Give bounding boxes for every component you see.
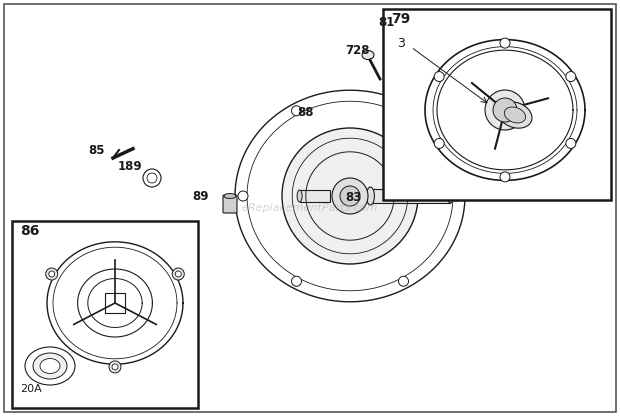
Text: 88: 88 — [297, 106, 314, 119]
Circle shape — [340, 186, 360, 206]
Circle shape — [109, 361, 121, 373]
Circle shape — [500, 172, 510, 182]
Circle shape — [112, 364, 118, 370]
Bar — [12, 221, 198, 408]
FancyBboxPatch shape — [223, 195, 237, 213]
Text: 3: 3 — [397, 37, 405, 50]
Text: 728: 728 — [345, 44, 370, 57]
Circle shape — [143, 169, 161, 187]
Ellipse shape — [33, 353, 67, 379]
Ellipse shape — [498, 102, 532, 128]
Circle shape — [493, 98, 517, 122]
Ellipse shape — [504, 107, 526, 123]
Circle shape — [452, 191, 462, 201]
Ellipse shape — [366, 187, 374, 205]
Circle shape — [485, 90, 525, 130]
Text: 86: 86 — [20, 224, 40, 238]
Text: 81: 81 — [378, 16, 394, 29]
Circle shape — [282, 128, 418, 264]
Text: 89: 89 — [192, 190, 208, 203]
Text: eReplacementParts.com: eReplacementParts.com — [242, 203, 378, 213]
Circle shape — [46, 268, 58, 280]
Text: 189: 189 — [118, 160, 143, 173]
Circle shape — [332, 178, 368, 214]
Ellipse shape — [362, 50, 374, 59]
Ellipse shape — [40, 359, 60, 374]
Ellipse shape — [448, 189, 453, 203]
Ellipse shape — [224, 193, 236, 198]
Circle shape — [49, 271, 55, 277]
Bar — [383, 9, 611, 200]
Text: 83: 83 — [345, 191, 361, 204]
Circle shape — [172, 268, 184, 280]
Bar — [370, 189, 450, 203]
Text: 85: 85 — [88, 144, 105, 157]
Circle shape — [175, 271, 181, 277]
Ellipse shape — [25, 347, 75, 385]
Circle shape — [147, 173, 157, 183]
Text: 79: 79 — [391, 12, 410, 26]
Ellipse shape — [297, 190, 302, 202]
Circle shape — [566, 139, 576, 149]
Circle shape — [291, 106, 301, 116]
Circle shape — [291, 276, 301, 286]
Text: 20A: 20A — [20, 384, 42, 394]
Circle shape — [238, 191, 248, 201]
Circle shape — [500, 38, 510, 48]
Circle shape — [399, 276, 409, 286]
Bar — [299, 190, 330, 202]
Circle shape — [399, 106, 409, 116]
Circle shape — [434, 139, 444, 149]
Circle shape — [434, 72, 444, 82]
Circle shape — [566, 72, 576, 82]
FancyBboxPatch shape — [389, 25, 407, 37]
